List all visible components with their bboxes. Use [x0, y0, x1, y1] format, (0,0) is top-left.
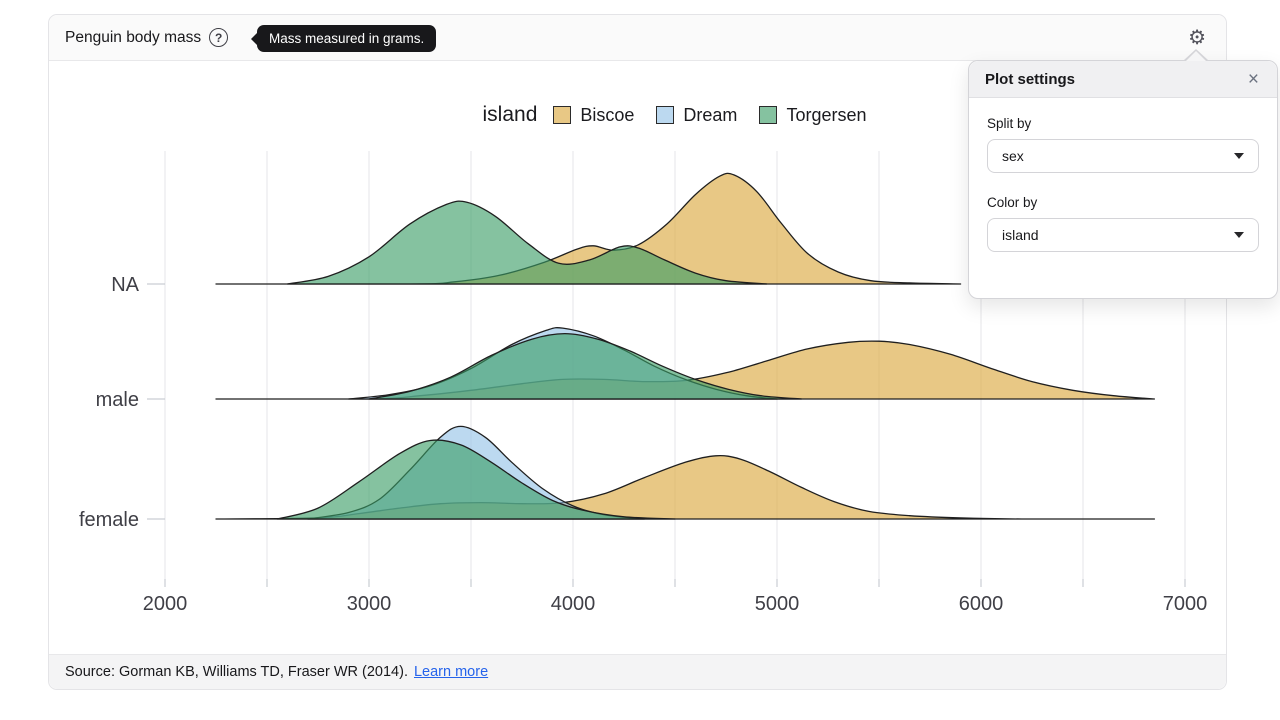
svg-text:male: male: [96, 389, 139, 411]
color-by-label: Color by: [987, 195, 1038, 210]
source-text: Source: Gorman KB, Williams TD, Fraser W…: [65, 664, 408, 680]
settings-panel-title: Plot settings: [985, 70, 1076, 88]
legend-label-torgersen: Torgersen: [786, 104, 867, 125]
legend-swatch-biscoe: [553, 106, 572, 124]
learn-more-link[interactable]: Learn more: [413, 664, 489, 680]
settings-panel-header: Plot settings ×: [969, 61, 1277, 98]
question-mark-circle-icon[interactable]: ?: [209, 28, 229, 47]
legend-item-dream: Dream: [656, 105, 737, 126]
tooltip-text: Mass measured in grams.: [269, 31, 425, 46]
svg-text:female: female: [79, 509, 139, 531]
legend-label-biscoe: Biscoe: [580, 104, 635, 125]
settings-panel-body: Split by sex Color by island: [969, 98, 1277, 298]
svg-text:6000: 6000: [959, 593, 1004, 615]
svg-text:5000: 5000: [755, 593, 800, 615]
chevron-down-icon: [1234, 232, 1244, 238]
page-title: Penguin body mass: [65, 28, 202, 46]
legend-swatch-dream: [656, 106, 675, 124]
chevron-down-icon: [1234, 153, 1244, 159]
gear-icon[interactable]: ⚙: [1184, 26, 1210, 50]
legend-swatch-torgersen: [759, 106, 778, 124]
plot-legend: island Biscoe Dream Torgersen: [49, 103, 1226, 127]
plot-settings-panel: Plot settings × Split by sex Color by is…: [968, 60, 1278, 299]
color-by-value: island: [1002, 227, 1039, 243]
svg-text:3000: 3000: [347, 593, 392, 615]
density-chart-svg: 2000 3000 4000 5000 6000 7000 NA male female: [79, 151, 1208, 615]
tooltip: Mass measured in grams.: [251, 25, 437, 52]
popover-arrow-fill: [1186, 51, 1206, 61]
split-by-select[interactable]: sex: [987, 139, 1259, 173]
split-by-label: Split by: [987, 116, 1032, 131]
svg-text:7000: 7000: [1163, 593, 1208, 615]
svg-text:2000: 2000: [143, 593, 188, 615]
split-by-value: sex: [1002, 148, 1024, 164]
card-header: Penguin body mass ? ⚙: [49, 15, 1226, 61]
svg-text:NA: NA: [111, 274, 139, 296]
close-icon[interactable]: ×: [1247, 68, 1259, 90]
color-by-select[interactable]: island: [987, 218, 1259, 252]
svg-text:4000: 4000: [551, 593, 596, 615]
tooltip-arrow-icon: [251, 32, 257, 45]
legend-item-torgersen: Torgersen: [759, 105, 866, 126]
legend-title: island: [482, 103, 538, 126]
legend-item-biscoe: Biscoe: [553, 105, 634, 126]
card-footer: Source: Gorman KB, Williams TD, Fraser W…: [49, 654, 1226, 689]
legend-label-dream: Dream: [683, 104, 738, 125]
